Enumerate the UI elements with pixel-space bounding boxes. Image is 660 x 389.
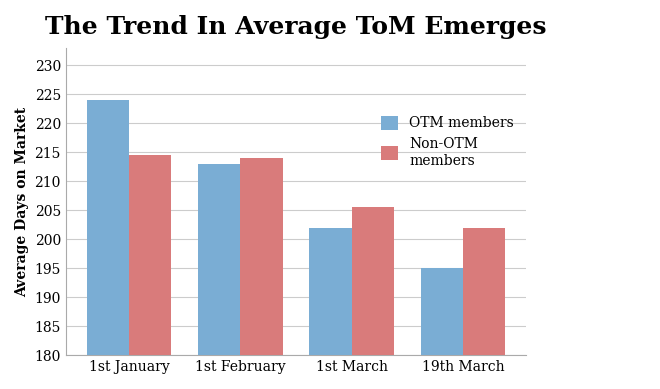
Y-axis label: Average Days on Market: Average Days on Market [15, 107, 29, 296]
Bar [352, 207, 394, 355]
Title: The Trend In Average ToM Emerges: The Trend In Average ToM Emerges [46, 15, 546, 39]
Bar [420, 268, 463, 355]
Bar [86, 100, 129, 355]
Bar [240, 158, 282, 355]
Bar [198, 164, 240, 355]
Bar [310, 228, 352, 355]
Bar [129, 155, 172, 355]
Bar [463, 228, 506, 355]
Legend: OTM members, Non-OTM
members: OTM members, Non-OTM members [376, 110, 519, 173]
